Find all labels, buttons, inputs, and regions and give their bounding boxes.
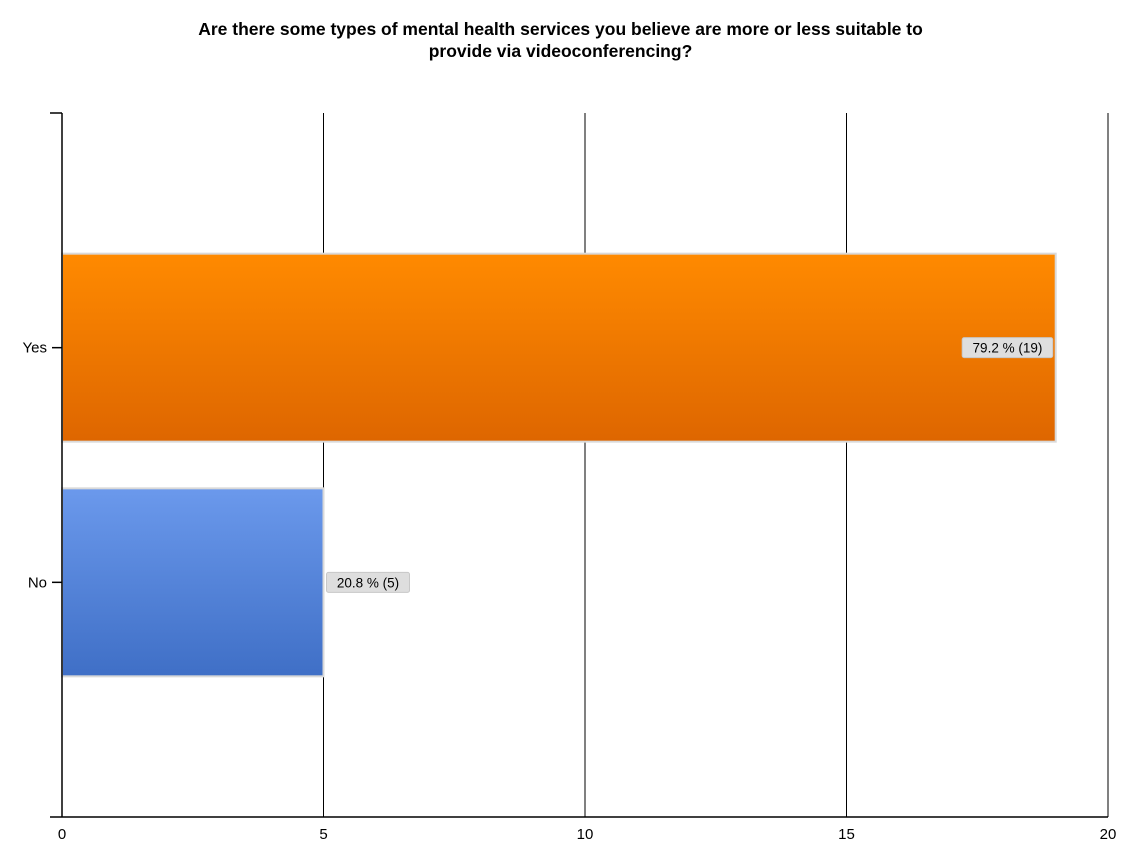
x-tick-label-5: 5	[319, 826, 327, 843]
x-tick-label-10: 10	[577, 826, 594, 843]
chart-title-line-2: provide via videoconferencing?	[428, 41, 693, 61]
data-label-box-yes	[961, 337, 1054, 359]
data-label-no: 20.8 % (5)	[337, 575, 399, 590]
data-label-yes: 79.2 % (19)	[973, 341, 1043, 356]
bar-no	[61, 487, 325, 678]
chart-title: Are there some types of mental health se…	[0, 18, 1121, 62]
data-label-box-no	[326, 571, 410, 593]
category-label-yes: Yes	[23, 340, 47, 357]
x-tick-label-0: 0	[58, 826, 66, 843]
chart-title-line-1: Are there some types of mental health se…	[198, 19, 923, 39]
x-tick-label-20: 20	[1100, 826, 1117, 843]
category-label-no: No	[28, 574, 47, 591]
x-tick-label-15: 15	[838, 826, 855, 843]
bar-yes	[61, 252, 1057, 443]
